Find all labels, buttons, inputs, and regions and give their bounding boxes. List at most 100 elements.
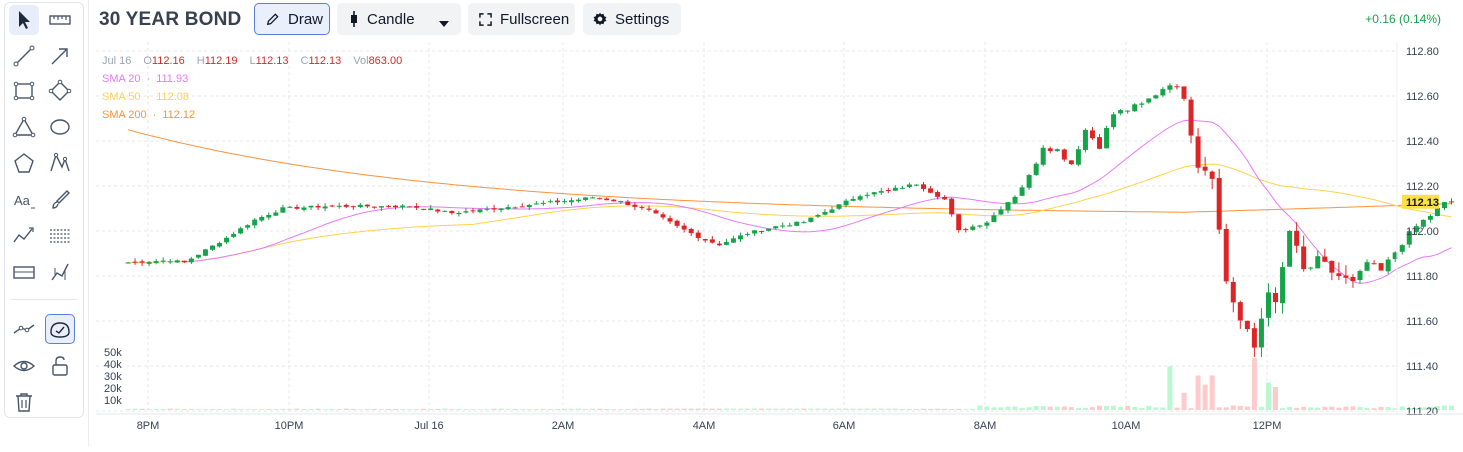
candle-body	[892, 187, 898, 191]
candle-body	[787, 225, 793, 227]
pointer-icon[interactable]	[9, 5, 39, 35]
candle-body	[554, 200, 560, 203]
volume-bar	[1005, 406, 1011, 410]
candle-body	[1273, 292, 1279, 303]
volume-bar	[695, 408, 701, 410]
volume-bar	[1033, 405, 1039, 410]
volume-bar	[1195, 375, 1201, 410]
sma200-row: SMA 200 · 112.12	[102, 106, 402, 124]
sma20-line	[184, 119, 1452, 285]
rectangle-icon[interactable]	[9, 76, 39, 106]
volume-bar	[357, 409, 363, 410]
ruler-icon[interactable]	[45, 5, 75, 35]
candle-body	[393, 205, 399, 208]
arrow-icon[interactable]	[45, 41, 75, 71]
price-tick-label: 112.80	[1406, 46, 1439, 58]
settings-button[interactable]: Settings	[583, 3, 681, 35]
volume-bar	[308, 409, 314, 410]
candle-body	[132, 261, 138, 263]
path-icon[interactable]	[45, 148, 75, 178]
candle-body	[646, 208, 652, 210]
rotated-rectangle-icon[interactable]	[45, 76, 75, 106]
candle-body	[1406, 231, 1412, 245]
volume-bar	[864, 408, 870, 410]
candle-body	[794, 221, 800, 226]
volume-bar	[1392, 408, 1398, 410]
volume-bar	[252, 409, 258, 410]
ellipse-icon[interactable]	[45, 112, 75, 142]
volume-bar	[1181, 392, 1187, 410]
axes: 112.80 112.60 112.40 112.20 112.00 111.80 111.…	[96, 42, 1463, 432]
magnet-icon[interactable]	[45, 314, 75, 344]
volume-bar	[1322, 406, 1328, 410]
position-icon[interactable]	[45, 257, 75, 287]
candle-body	[1139, 103, 1145, 105]
volume-bar	[1343, 406, 1349, 410]
candle-body	[1019, 187, 1025, 196]
triangle-icon[interactable]	[9, 112, 39, 142]
chart-type-dropdown[interactable]: Candle	[337, 3, 461, 35]
price-tick-label: 111.80	[1406, 271, 1438, 283]
range-icon[interactable]	[9, 257, 39, 287]
volume-bar	[1118, 406, 1124, 410]
brush-icon[interactable]	[45, 185, 75, 215]
trash-icon[interactable]	[9, 387, 39, 417]
text-icon[interactable]: Aa	[9, 185, 39, 215]
unlock-icon[interactable]	[45, 351, 75, 381]
volume-bar	[463, 409, 469, 410]
volume-bar	[625, 409, 631, 410]
volume-bar	[336, 409, 342, 410]
volume-bar	[702, 408, 708, 410]
sma20-row: SMA 20 · 111.93	[102, 70, 402, 88]
candle-body	[1188, 99, 1194, 136]
volume-bar	[815, 408, 821, 410]
volume-bar	[977, 405, 983, 410]
high-value: 112.19	[204, 55, 238, 67]
volume-bar	[1139, 408, 1145, 410]
volume-bar	[942, 408, 948, 410]
line-icon[interactable]	[9, 41, 39, 71]
volume-tick-label: 40k	[104, 359, 122, 371]
draw-button[interactable]: Draw	[254, 3, 330, 35]
candle-body	[752, 230, 758, 234]
candle-body	[1068, 160, 1074, 165]
volume-bar	[526, 409, 532, 410]
candle-body	[977, 225, 983, 227]
lock-line-icon[interactable]	[9, 314, 39, 344]
candle-body	[294, 206, 300, 209]
volume-bar	[1427, 407, 1433, 410]
volume-bar	[484, 409, 490, 410]
candle-body	[160, 260, 166, 262]
polygon-icon[interactable]	[9, 148, 39, 178]
candle-body	[266, 214, 272, 218]
fullscreen-button[interactable]: Fullscreen	[468, 3, 575, 35]
low-value: 112.13	[255, 55, 289, 67]
volume-bar	[266, 408, 272, 410]
candle-body	[1294, 230, 1300, 246]
volume-bar	[273, 409, 279, 410]
candle-body	[1336, 273, 1342, 277]
candle-body	[505, 207, 511, 209]
open-value: 112.16	[151, 55, 185, 67]
candle-body	[597, 198, 603, 200]
candle-body	[1026, 175, 1032, 188]
volume-bar	[132, 408, 138, 410]
candle-body	[1237, 302, 1243, 321]
candle-body	[716, 243, 722, 246]
time-tick-label: 6AM	[833, 420, 856, 432]
candle-body	[308, 205, 314, 208]
volume-bar	[1125, 405, 1131, 410]
candle-body	[1040, 147, 1046, 165]
candle-body	[231, 233, 237, 237]
volume-bar	[949, 409, 955, 410]
eye-icon[interactable]	[9, 351, 39, 381]
volume-bar	[730, 408, 736, 410]
candle-body	[681, 225, 687, 230]
settings-button-label: Settings	[615, 10, 670, 28]
volume-bar	[1202, 384, 1208, 410]
candle-body	[1265, 292, 1271, 318]
trend-icon[interactable]	[9, 221, 39, 251]
volume-bar	[604, 409, 610, 410]
